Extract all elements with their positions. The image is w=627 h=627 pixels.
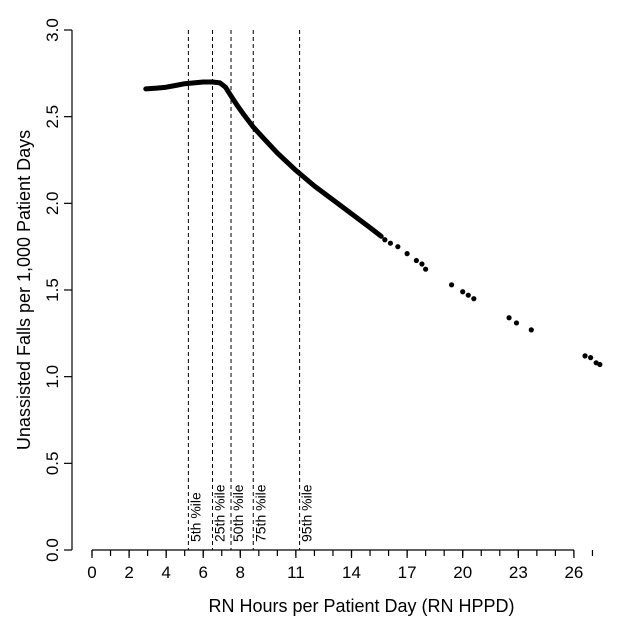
y-tick-label: 3.0 [43, 18, 62, 42]
data-point [506, 315, 512, 321]
percentile-label: 95th %ile [299, 484, 315, 542]
x-tick-label: 2 [124, 563, 133, 582]
data-point [387, 240, 394, 246]
x-tick-label: 4 [161, 563, 170, 582]
series [143, 79, 603, 368]
data-point [448, 282, 455, 288]
x-tick-label: 17 [398, 563, 417, 582]
x-axis-title: RN Hours per Patient Day (RN HPPD) [208, 596, 514, 616]
data-point [423, 266, 429, 272]
y-axis-title: Unassisted Falls per 1,000 Patient Days [14, 130, 34, 450]
axes: 0 2 4 6 8 11 14 17 20 23 26 0.0 0.5 1.0 1.5 2.0 2.5 3.0 [43, 18, 594, 582]
y-tick-label: 0.0 [43, 538, 62, 562]
series-curve [143, 79, 384, 239]
percentile-label: 25th %ile [211, 484, 227, 542]
data-point [413, 257, 419, 264]
data-point [460, 289, 466, 295]
y-tick-label: 0.5 [43, 452, 62, 476]
x-tick-label: 23 [509, 563, 528, 582]
data-point [382, 237, 388, 243]
data-point [465, 292, 471, 298]
x-tick-label: 14 [342, 563, 361, 582]
x-tick-label: 11 [287, 563, 305, 582]
x-tick-label: 8 [236, 563, 245, 582]
data-point [597, 361, 603, 368]
data-point [528, 327, 534, 333]
data-point [395, 244, 401, 250]
percentile-label: 75th %ile [252, 484, 268, 542]
x-tick-label: 0 [87, 563, 96, 582]
data-point [404, 251, 410, 257]
y-tick-label: 1.5 [43, 278, 62, 302]
y-tick-label: 2.5 [43, 105, 62, 129]
x-tick-label: 20 [453, 563, 472, 582]
data-point [471, 296, 477, 302]
y-tick-label: 2.0 [43, 192, 62, 216]
data-point [419, 261, 425, 267]
data-point [582, 353, 588, 359]
y-tick-label: 1.0 [43, 365, 62, 389]
percentile-label: 5th %ile [187, 492, 203, 542]
percentile-label: 50th %ile [230, 484, 246, 542]
data-point [588, 355, 594, 361]
x-tick-label: 26 [564, 563, 583, 582]
x-tick-label: 6 [198, 563, 207, 582]
percentile-lines: 5th %ile 25th %ile 50th %ile 75th %ile 95th … [187, 30, 315, 550]
data-point [513, 320, 520, 326]
